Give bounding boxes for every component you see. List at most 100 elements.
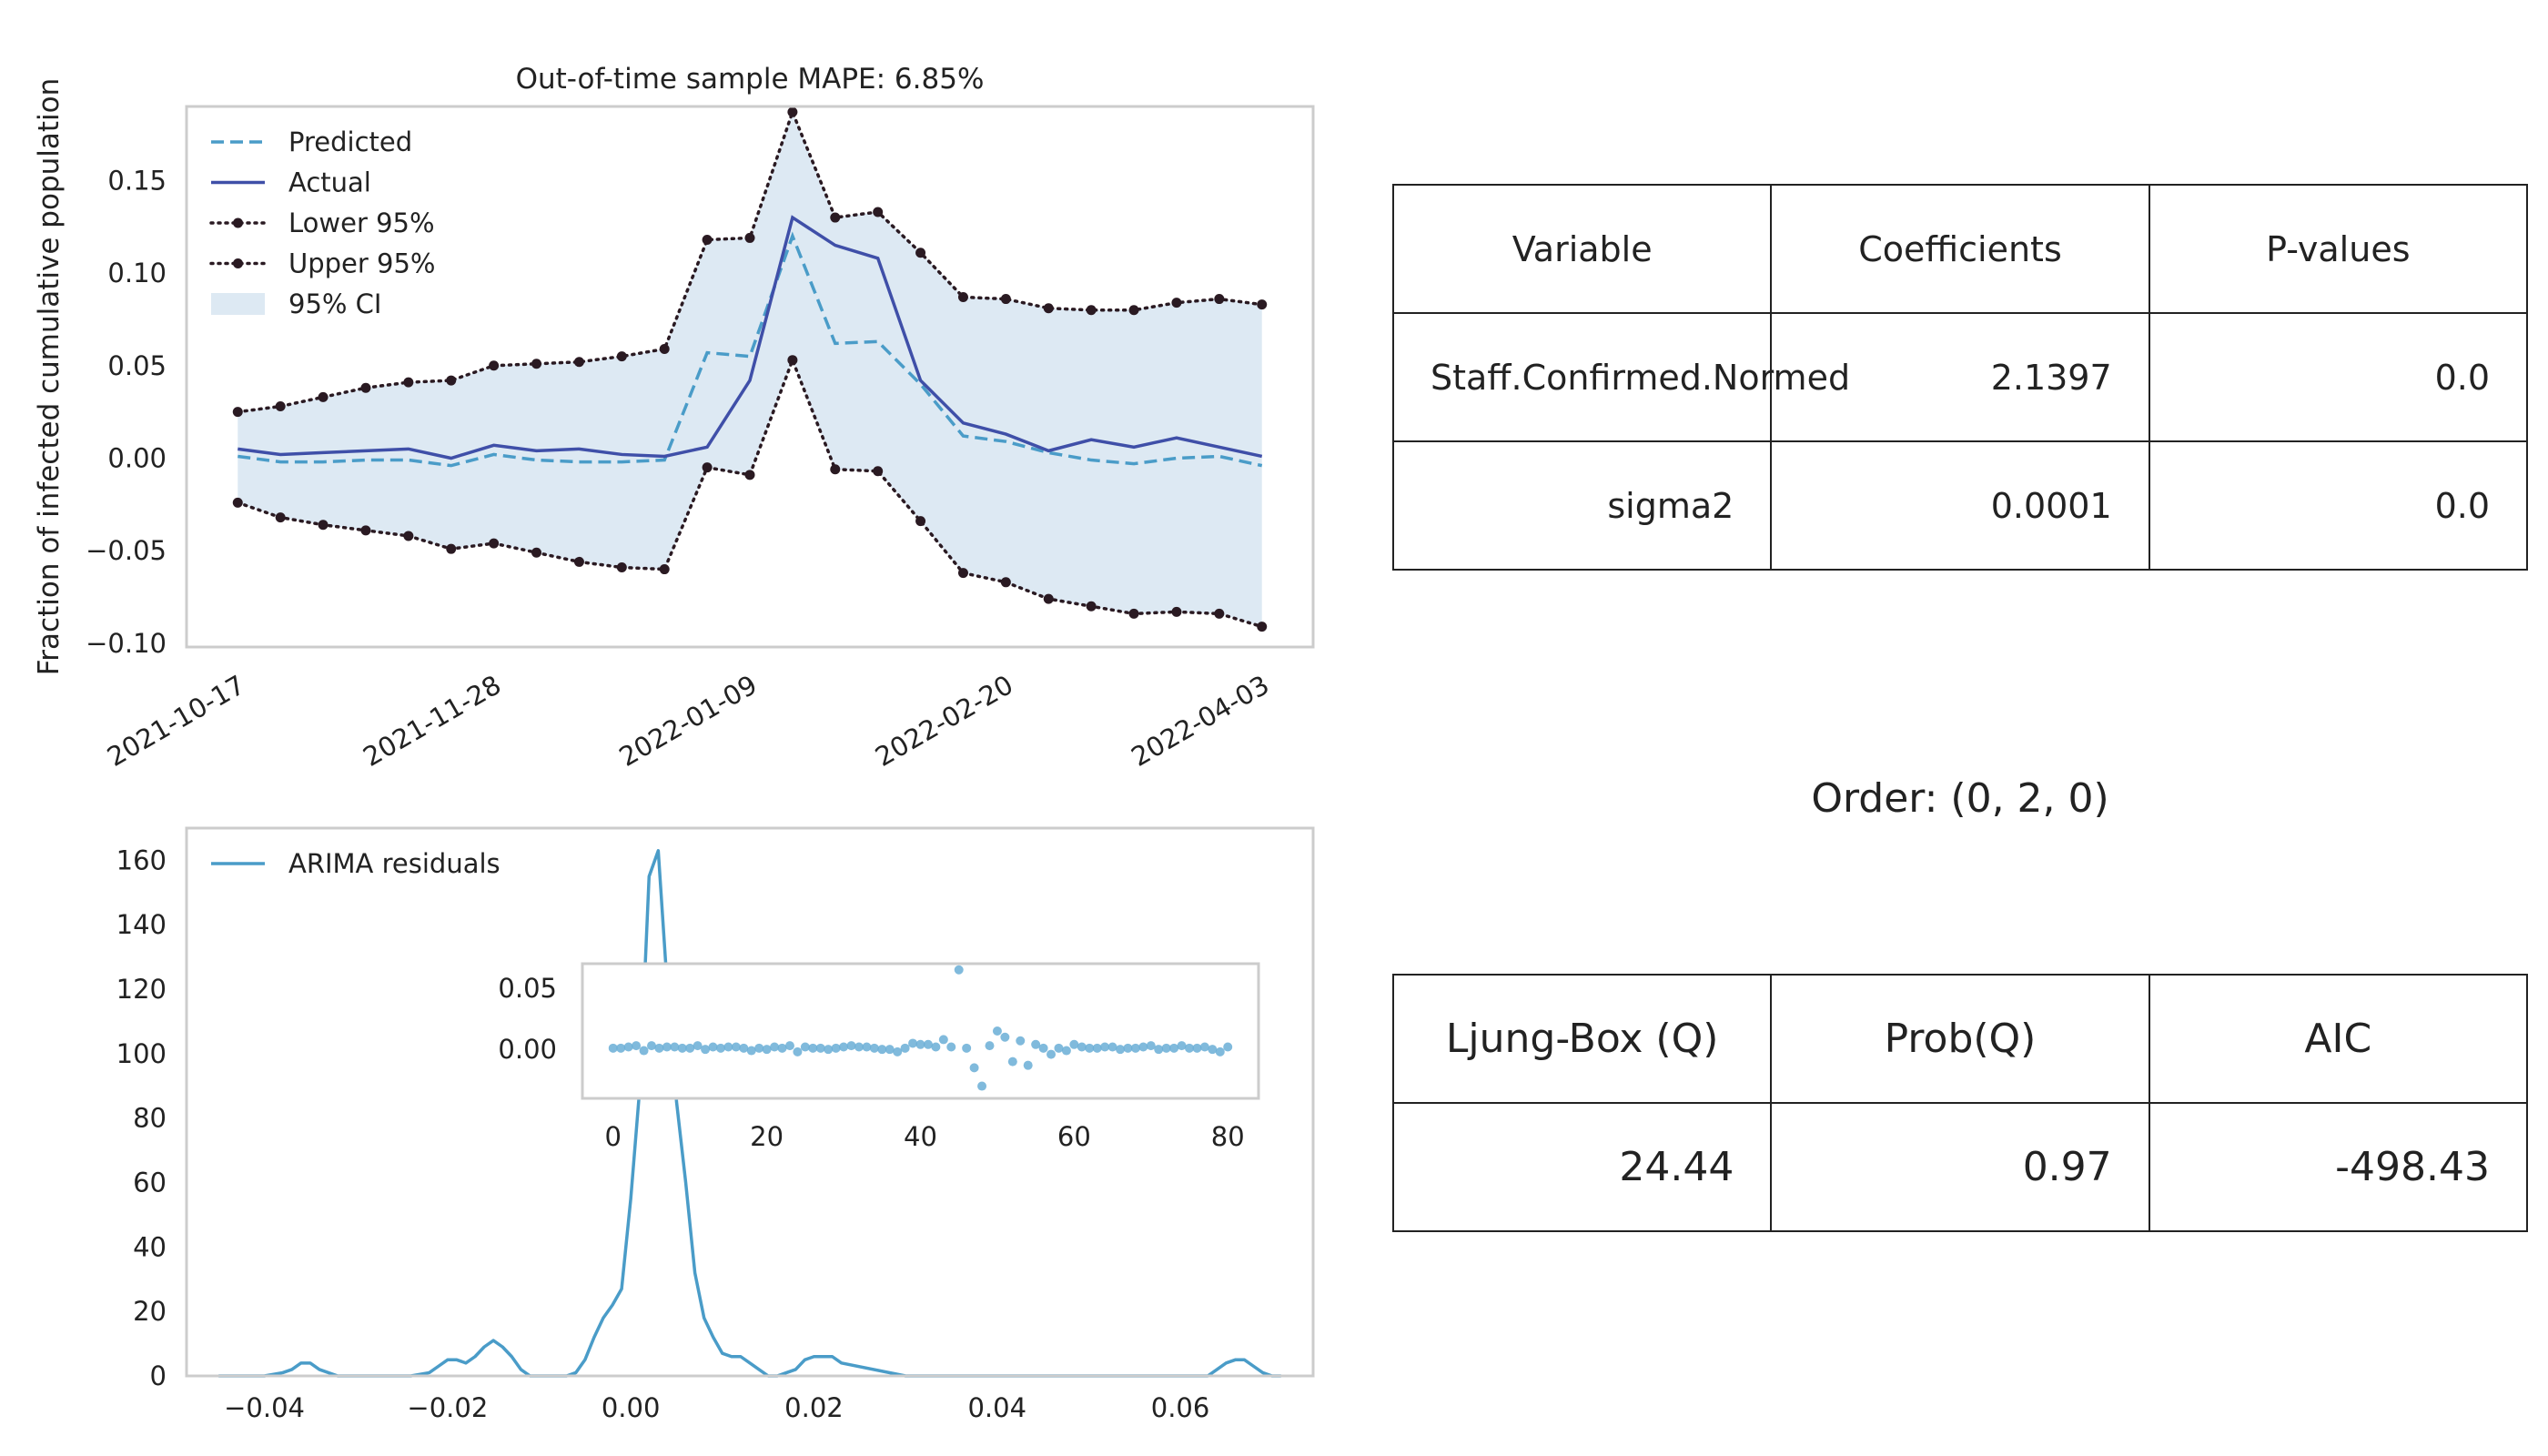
y-tick-label: 140 [116, 909, 167, 940]
data-point [938, 1035, 948, 1045]
data-point [800, 1042, 810, 1052]
x-tick-label: 2022-02-20 [870, 669, 1018, 773]
x-tick-label: 20 [750, 1121, 784, 1152]
data-point [1257, 622, 1268, 632]
data-point [985, 1041, 995, 1051]
data-point [830, 464, 841, 475]
data-point [962, 1043, 972, 1053]
data-point [1257, 299, 1268, 310]
data-point [1215, 1046, 1225, 1057]
data-point [908, 1038, 918, 1048]
data-point [977, 1081, 987, 1091]
data-point [846, 1041, 856, 1051]
data-point [403, 531, 414, 541]
x-tick-label: 2021-11-28 [358, 669, 506, 773]
data-point [739, 1043, 749, 1053]
data-point [1077, 1042, 1087, 1052]
y-tick-label: 80 [133, 1103, 167, 1134]
data-point [915, 516, 926, 527]
table-row: 24.44 0.97 -498.43 [1391, 1102, 2529, 1232]
data-point [873, 207, 884, 217]
residual-inset-chart: 0.00 0.05 0 20 40 60 80 [498, 962, 1260, 1152]
data-point [744, 232, 755, 243]
data-point [1192, 1043, 1202, 1053]
legend-marker [233, 258, 243, 268]
data-point [893, 1046, 903, 1057]
legend-label: Lower 95% [288, 207, 435, 238]
data-point [787, 106, 798, 117]
data-point [1128, 305, 1139, 316]
data-point [1199, 1042, 1209, 1052]
series-line-predicted [238, 231, 1263, 468]
data-point [670, 1042, 680, 1052]
data-point [770, 1042, 780, 1052]
data-point [275, 401, 286, 412]
data-point [701, 1045, 711, 1055]
x-tick-label: 2021-10-17 [102, 669, 250, 773]
y-axis-label: Fraction of infected cumulative populati… [33, 78, 66, 676]
data-point [746, 1046, 756, 1056]
data-point [784, 1041, 794, 1051]
coefficients-header-coefficients: Coefficients [1770, 184, 2150, 314]
data-point [1171, 606, 1182, 617]
data-point [1223, 1042, 1233, 1052]
table-row: sigma2 0.0001 0.0 [1391, 440, 2529, 571]
data-point [639, 1046, 649, 1056]
data-point [489, 360, 500, 371]
y-tick-label: 40 [133, 1231, 167, 1262]
data-point [992, 1026, 1002, 1036]
data-point [693, 1041, 703, 1051]
diagnostics-header-row: Ljung-Box (Q) Prob(Q) AIC [1391, 974, 2529, 1104]
data-point [232, 407, 243, 418]
data-point [1214, 608, 1225, 619]
data-point [573, 556, 584, 567]
data-point [1086, 601, 1097, 612]
residual-density-chart: 0 20 40 60 80 100 120 140 160 −0.04 −0.02 0.00 0.02 0… [116, 826, 1315, 1423]
data-point [723, 1042, 733, 1052]
data-point [616, 562, 627, 573]
x-tick-label: 2022-04-03 [1126, 669, 1274, 773]
data-point [662, 1042, 672, 1052]
chart-title: Out-of-time sample MAPE: 6.85% [516, 63, 985, 96]
data-point [1154, 1045, 1164, 1055]
data-point [616, 351, 627, 362]
data-point [915, 1039, 925, 1049]
data-point [318, 520, 329, 531]
data-point [702, 462, 713, 473]
legend: Predicted Actual Lower 95% Upper 95% 95% CI [209, 126, 435, 319]
data-point [877, 1045, 887, 1055]
data-point [232, 497, 243, 508]
data-point [646, 1041, 656, 1051]
legend-label: ARIMA residuals [288, 848, 500, 879]
data-point [446, 375, 457, 386]
data-point [885, 1045, 895, 1055]
table-cell-pvalue: 0.0 [2148, 440, 2529, 571]
x-tick-label: −0.04 [224, 1392, 305, 1423]
forecast-chart: −0.10 −0.05 0.00 0.05 0.10 0.15 2021-10-17 2021… [33, 63, 1315, 773]
diagnostics-header-aic: AIC [2148, 974, 2529, 1104]
coefficients-header-variable: Variable [1391, 184, 1773, 314]
y-tick-label: 120 [116, 974, 167, 1005]
x-tick-label: 0.04 [967, 1392, 1026, 1423]
data-point [793, 1046, 803, 1057]
data-point [1146, 1041, 1156, 1051]
table-cell-coefficient: 0.0001 [1770, 440, 2150, 571]
data-point [659, 343, 670, 354]
legend-label: Actual [288, 167, 371, 198]
data-point [762, 1045, 772, 1055]
data-point [1185, 1043, 1195, 1053]
data-point [531, 359, 542, 369]
data-point [815, 1043, 825, 1053]
data-point [1169, 1043, 1179, 1053]
data-point [659, 564, 670, 575]
table-cell-coefficient: 2.1397 [1770, 312, 2150, 442]
data-point [946, 1042, 956, 1052]
data-point [1007, 1057, 1017, 1067]
x-tick-label: 60 [1057, 1121, 1091, 1152]
plot-frame [185, 826, 1315, 1378]
data-point [654, 1043, 664, 1053]
data-point [702, 234, 713, 245]
data-point [1000, 577, 1011, 588]
legend-swatch [211, 293, 265, 315]
legend-marker [233, 217, 243, 228]
